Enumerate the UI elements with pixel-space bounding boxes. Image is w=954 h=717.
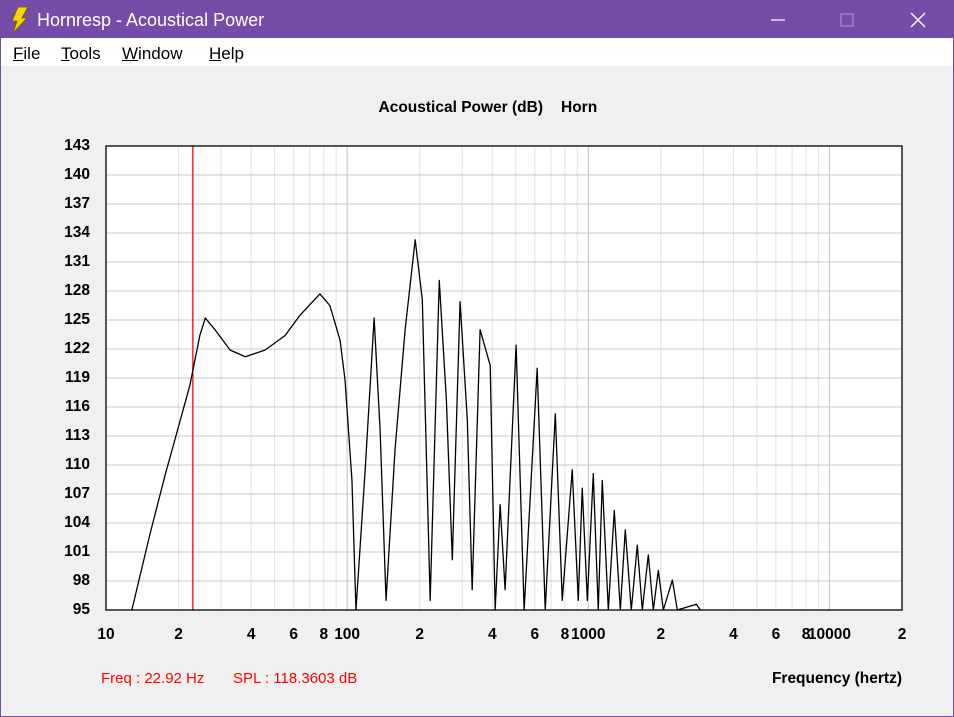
app-icon [11, 6, 29, 34]
x-tick-label: 10 [97, 626, 114, 643]
x-tick-label: 8 [561, 626, 570, 643]
y-tick-label: 125 [64, 311, 90, 328]
x-tick-label: 6 [530, 626, 539, 643]
x-tick-label: 4 [729, 626, 738, 643]
x-tick-label: 1000 [571, 626, 605, 643]
y-tick-label: 137 [64, 195, 90, 212]
x-tick-label: 8 [802, 626, 811, 643]
menu-item[interactable]: File [13, 44, 41, 63]
menu-item[interactable]: Tools [61, 44, 101, 63]
x-axis-label: Frequency (hertz) [772, 670, 902, 687]
y-tick-label: 143 [64, 137, 90, 154]
x-tick-label: 4 [488, 626, 497, 643]
x-tick-label: 2 [657, 626, 666, 643]
window-title: Hornresp - Acoustical Power [37, 10, 265, 30]
y-tick-label: 131 [64, 253, 90, 270]
chart-subtitle: Horn [561, 99, 597, 116]
status-spl: SPL : 118.3603 dB [233, 670, 357, 687]
y-tick-label: 110 [65, 456, 90, 473]
series-line [131, 239, 701, 611]
title-bar: Hornresp - Acoustical Power [1, 1, 953, 38]
y-tick-label: 122 [64, 340, 90, 357]
y-tick-label: 119 [65, 369, 90, 386]
x-tick-label: 100 [334, 626, 360, 643]
title-bar-icons [11, 6, 926, 34]
x-tick-label: 4 [247, 626, 256, 643]
menu-item[interactable]: Help [209, 44, 244, 63]
x-tick-label: 6 [289, 626, 298, 643]
plot-border [105, 145, 903, 611]
chart-title: Acoustical Power (dB) [379, 99, 544, 116]
x-tick-label: 2 [898, 626, 907, 643]
maximize-button[interactable] [840, 13, 854, 27]
y-tick-label: 134 [64, 224, 90, 241]
y-tick-label: 98 [73, 572, 91, 589]
y-tick-label: 140 [64, 166, 90, 183]
y-tick-label: 116 [65, 398, 90, 415]
x-tick-label: 2 [174, 626, 183, 643]
y-tick-label: 101 [64, 543, 90, 560]
y-tick-label: 104 [64, 514, 90, 531]
x-tick-label: 10000 [808, 626, 851, 643]
x-tick-label: 2 [415, 626, 424, 643]
menu-bar: File Tools Window Help [1, 38, 953, 66]
y-tick-label: 113 [65, 427, 90, 444]
x-tick-label: 8 [319, 626, 328, 643]
y-tick-label: 95 [73, 601, 91, 618]
close-button[interactable] [910, 12, 926, 28]
y-tick-label: 128 [64, 282, 90, 299]
status-frequency: Freq : 22.92 Hz [101, 670, 204, 687]
x-tick-label: 6 [772, 626, 781, 643]
menu-item[interactable]: Window [122, 44, 183, 63]
y-tick-label: 107 [64, 485, 90, 502]
